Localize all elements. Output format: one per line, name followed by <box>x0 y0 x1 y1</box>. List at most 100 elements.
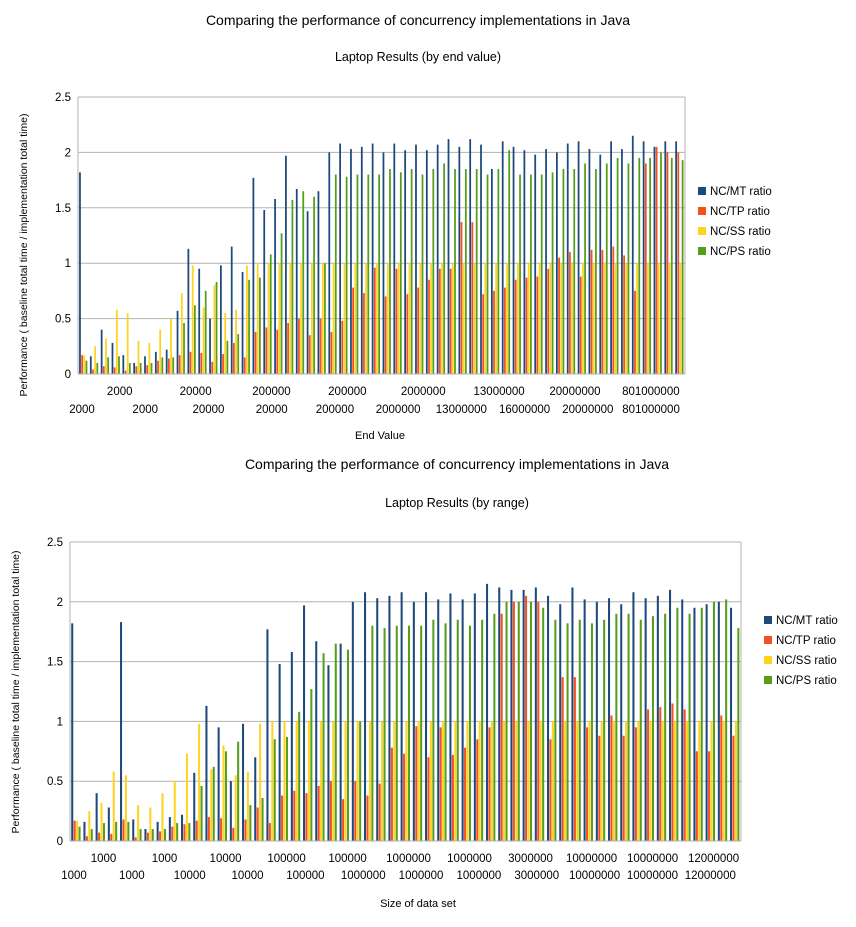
x-axis-label: End Value <box>355 430 405 442</box>
bar-nc-mt-ratio <box>193 772 196 841</box>
bar-nc-tp-ratio <box>415 726 418 841</box>
legend-entry: NC/SS ratio <box>710 226 771 238</box>
bar-nc-mt-ratio <box>583 599 586 841</box>
x-tick-label: 12000000 <box>688 853 739 865</box>
x-tick-label: 10000000 <box>566 853 617 865</box>
x-tick-label: 13000000 <box>436 404 487 416</box>
bar-nc-mt-ratio <box>132 819 135 841</box>
bar-nc-tp-ratio <box>232 827 235 841</box>
bar-nc-ps-ratio <box>313 196 315 374</box>
bar-nc-mt-ratio <box>351 601 354 841</box>
bar-nc-ss-ratio <box>429 721 432 841</box>
bar-nc-tp-ratio <box>482 294 485 374</box>
bar-nc-ps-ratio <box>615 613 618 841</box>
bar-nc-ss-ratio <box>115 309 118 374</box>
chart-by-end-value: Comparing the performance of concurrency… <box>0 0 856 450</box>
bar-nc-mt-ratio <box>303 605 306 841</box>
bar-nc-ss-ratio <box>332 721 335 841</box>
bar-nc-ps-ratio <box>302 191 305 374</box>
bar-nc-mt-ratio <box>512 146 515 374</box>
bar-nc-mt-ratio <box>317 191 320 374</box>
bar-nc-ss-ratio <box>311 263 313 374</box>
x-tick-label: 16000000 <box>499 404 550 416</box>
bar-nc-ss-ratio <box>202 307 205 374</box>
y-tick-label: 0 <box>57 836 63 848</box>
bar-nc-tp-ratio <box>537 601 540 841</box>
bar-nc-ss-ratio <box>538 263 541 374</box>
x-tick-label: 1000 <box>91 853 117 865</box>
bar-nc-ss-ratio <box>657 263 660 374</box>
bar-nc-tp-ratio <box>330 331 333 374</box>
bar-nc-mt-ratio <box>498 587 501 841</box>
bar-nc-tp-ratio <box>211 361 214 374</box>
bar-nc-ps-ratio <box>273 739 276 841</box>
x-tick-label: 100000 <box>328 853 366 865</box>
y-tick-label: 1 <box>65 258 71 270</box>
bar-nc-ps-ratio <box>163 829 166 841</box>
bar-nc-ss-ratio <box>515 721 518 841</box>
bar-nc-ss-ratio <box>539 721 542 841</box>
legend-swatch <box>698 187 706 195</box>
bar-nc-ps-ratio <box>193 305 196 374</box>
x-tick-label: 12000000 <box>685 870 736 882</box>
bar-nc-ps-ratio <box>200 785 203 841</box>
bar-nc-mt-ratio <box>328 152 331 374</box>
bar-nc-ps-ratio <box>371 625 374 841</box>
bar-nc-mt-ratio <box>241 272 244 374</box>
bar-nc-tp-ratio <box>113 367 116 374</box>
bar-nc-ps-ratio <box>215 282 218 374</box>
bar-nc-mt-ratio <box>263 210 266 374</box>
bar-nc-mt-ratio <box>510 589 513 841</box>
bar-nc-mt-ratio <box>89 356 92 374</box>
bar-nc-ss-ratio <box>647 263 649 374</box>
bar-nc-mt-ratio <box>209 318 211 374</box>
bar-nc-ss-ratio <box>213 285 216 374</box>
bar-nc-ss-ratio <box>289 263 292 374</box>
bar-nc-mt-ratio <box>71 623 74 841</box>
bar-nc-tp-ratio <box>319 318 322 374</box>
x-tick-label: 1000 <box>119 870 145 882</box>
bar-nc-ss-ratio <box>614 263 617 374</box>
bar-nc-mt-ratio <box>254 757 257 841</box>
legend-entry: NC/PS ratio <box>710 246 771 258</box>
bar-nc-ss-ratio <box>582 263 584 374</box>
bar-nc-mt-ratio <box>577 141 580 374</box>
bar-nc-tp-ratio <box>561 677 564 841</box>
bar-nc-ps-ratio <box>464 169 467 374</box>
bar-nc-ps-ratio <box>493 613 496 841</box>
bar-nc-mt-ratio <box>95 793 98 841</box>
bar-nc-ps-ratio <box>410 169 413 374</box>
bar-nc-ps-ratio <box>107 357 110 374</box>
bar-nc-ps-ratio <box>383 628 386 841</box>
bar-nc-ss-ratio <box>112 771 115 841</box>
legend-swatch <box>764 656 772 664</box>
bar-nc-ss-ratio <box>490 721 493 841</box>
bar-nc-tp-ratio <box>579 276 582 374</box>
legend-entry: NC/SS ratio <box>776 655 837 667</box>
bar-nc-ps-ratio <box>359 721 362 841</box>
bar-nc-tp-ratio <box>122 819 125 841</box>
bar-nc-tp-ratio <box>200 352 203 374</box>
bar-nc-mt-ratio <box>486 583 489 841</box>
legend: NC/MT ratio NC/TP ratio NC/SS ratio NC/PS r… <box>764 615 838 687</box>
bar-nc-mt-ratio <box>274 198 276 374</box>
chart-title: Comparing the performance of concurrency… <box>206 12 630 28</box>
x-axis-label: Size of data set <box>380 898 456 910</box>
bar-nc-ps-ratio <box>688 613 691 841</box>
bar-nc-mt-ratio <box>447 139 450 374</box>
bar-nc-tp-ratio <box>265 327 268 374</box>
legend-swatch <box>698 227 706 235</box>
bar-nc-mt-ratio <box>534 154 537 374</box>
bar-nc-ss-ratio <box>625 263 628 374</box>
y-tick-label: 2 <box>65 147 71 159</box>
bar-nc-ss-ratio <box>343 263 346 374</box>
bar-nc-mt-ratio <box>176 310 179 374</box>
bar-nc-mt-ratio <box>675 141 678 374</box>
y-tick-label: 2 <box>57 597 63 609</box>
bar-nc-mt-ratio <box>120 622 123 841</box>
bar-nc-tp-ratio <box>659 707 662 841</box>
y-tick-label: 1.5 <box>47 657 63 669</box>
bar-nc-mt-ratio <box>306 211 309 374</box>
bar-nc-ps-ratio <box>475 169 478 374</box>
